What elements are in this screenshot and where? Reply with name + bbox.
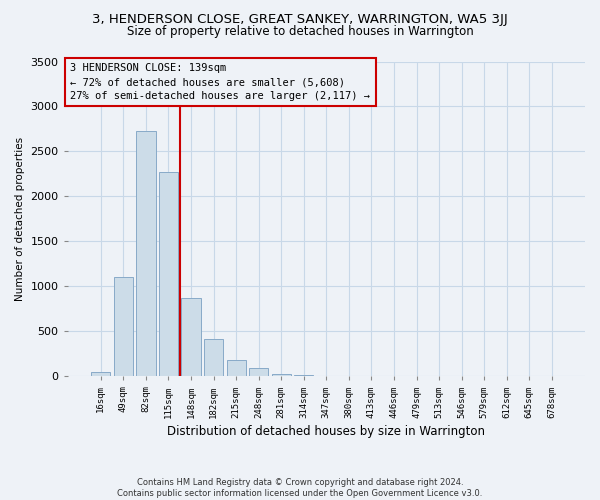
Bar xyxy=(136,131,155,376)
Bar xyxy=(249,368,268,376)
Bar xyxy=(91,372,110,376)
Text: 3 HENDERSON CLOSE: 139sqm
← 72% of detached houses are smaller (5,608)
27% of se: 3 HENDERSON CLOSE: 139sqm ← 72% of detac… xyxy=(70,63,370,101)
Text: Size of property relative to detached houses in Warrington: Size of property relative to detached ho… xyxy=(127,25,473,38)
Text: 3, HENDERSON CLOSE, GREAT SANKEY, WARRINGTON, WA5 3JJ: 3, HENDERSON CLOSE, GREAT SANKEY, WARRIN… xyxy=(92,12,508,26)
Bar xyxy=(181,298,200,376)
Bar xyxy=(159,172,178,376)
Text: Contains HM Land Registry data © Crown copyright and database right 2024.
Contai: Contains HM Land Registry data © Crown c… xyxy=(118,478,482,498)
Y-axis label: Number of detached properties: Number of detached properties xyxy=(15,137,25,301)
Bar xyxy=(227,360,246,376)
Bar xyxy=(204,338,223,376)
Bar xyxy=(272,374,291,376)
Bar xyxy=(114,278,133,376)
X-axis label: Distribution of detached houses by size in Warrington: Distribution of detached houses by size … xyxy=(167,424,485,438)
